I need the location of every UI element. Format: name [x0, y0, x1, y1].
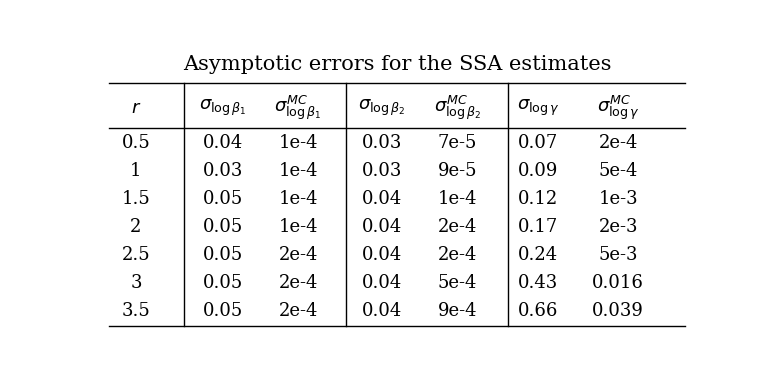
Text: 0.17: 0.17 [518, 218, 559, 236]
Text: 0.04: 0.04 [362, 190, 402, 208]
Text: 7e-5: 7e-5 [438, 134, 477, 152]
Text: 0.039: 0.039 [592, 301, 644, 320]
Text: 2e-4: 2e-4 [598, 134, 638, 152]
Text: 9e-5: 9e-5 [438, 162, 477, 180]
Text: $\sigma_{\log \beta_2}^{MC}$: $\sigma_{\log \beta_2}^{MC}$ [433, 94, 481, 123]
Text: 0.05: 0.05 [203, 274, 243, 292]
Text: 2e-4: 2e-4 [438, 246, 477, 264]
Text: 2e-4: 2e-4 [438, 218, 477, 236]
Text: 0.016: 0.016 [592, 274, 644, 292]
Text: 2e-4: 2e-4 [278, 301, 318, 320]
Text: 0.05: 0.05 [203, 218, 243, 236]
Text: 0.12: 0.12 [518, 190, 559, 208]
Text: 0.03: 0.03 [203, 162, 243, 180]
Text: Asymptotic errors for the SSA estimates: Asymptotic errors for the SSA estimates [183, 55, 611, 74]
Text: 5e-3: 5e-3 [598, 246, 638, 264]
Text: $\sigma_{\log \gamma}^{MC}$: $\sigma_{\log \gamma}^{MC}$ [597, 94, 639, 123]
Text: 2e-4: 2e-4 [278, 246, 318, 264]
Text: 0.24: 0.24 [518, 246, 559, 264]
Text: 1e-4: 1e-4 [278, 134, 318, 152]
Text: 0.04: 0.04 [362, 246, 402, 264]
Text: 2: 2 [130, 218, 142, 236]
Text: 3.5: 3.5 [122, 301, 150, 320]
Text: 5e-4: 5e-4 [438, 274, 477, 292]
Text: 0.66: 0.66 [518, 301, 559, 320]
Text: 0.04: 0.04 [362, 274, 402, 292]
Text: 1e-4: 1e-4 [278, 162, 318, 180]
Text: $\sigma_{\log \gamma}$: $\sigma_{\log \gamma}$ [517, 98, 560, 118]
Text: 1e-3: 1e-3 [598, 190, 638, 208]
Text: 0.04: 0.04 [362, 218, 402, 236]
Text: 3: 3 [130, 274, 142, 292]
Text: 0.07: 0.07 [518, 134, 559, 152]
Text: 0.05: 0.05 [203, 190, 243, 208]
Text: 2e-4: 2e-4 [278, 274, 318, 292]
Text: 0.05: 0.05 [203, 301, 243, 320]
Text: $r$: $r$ [131, 99, 141, 117]
Text: 1.5: 1.5 [122, 190, 150, 208]
Text: 9e-4: 9e-4 [438, 301, 477, 320]
Text: 2.5: 2.5 [122, 246, 150, 264]
Text: 2e-3: 2e-3 [598, 218, 638, 236]
Text: 0.09: 0.09 [518, 162, 559, 180]
Text: 0.05: 0.05 [203, 246, 243, 264]
Text: $\sigma_{\log \beta_1}^{MC}$: $\sigma_{\log \beta_1}^{MC}$ [274, 94, 322, 123]
Text: 5e-4: 5e-4 [598, 162, 638, 180]
Text: $\sigma_{\log \beta_2}$: $\sigma_{\log \beta_2}$ [359, 98, 406, 118]
Text: 0.03: 0.03 [362, 134, 402, 152]
Text: 0.43: 0.43 [518, 274, 559, 292]
Text: 0.03: 0.03 [362, 162, 402, 180]
Text: 1: 1 [130, 162, 142, 180]
Text: 0.04: 0.04 [362, 301, 402, 320]
Text: 0.04: 0.04 [203, 134, 243, 152]
Text: 1e-4: 1e-4 [278, 218, 318, 236]
Text: 1e-4: 1e-4 [278, 190, 318, 208]
Text: 0.5: 0.5 [122, 134, 150, 152]
Text: $\sigma_{\log \beta_1}$: $\sigma_{\log \beta_1}$ [199, 98, 246, 118]
Text: 1e-4: 1e-4 [438, 190, 477, 208]
